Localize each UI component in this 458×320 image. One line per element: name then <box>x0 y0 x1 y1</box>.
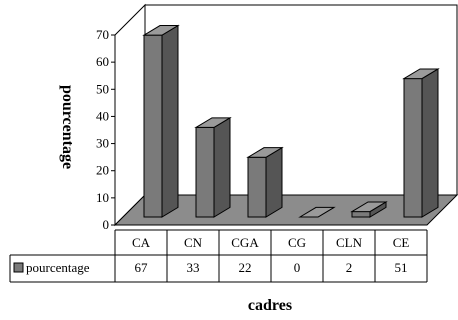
category-label: CG <box>288 235 306 250</box>
data-value-label: 33 <box>187 260 200 275</box>
bar-side <box>265 146 283 218</box>
y-tick-label: 0 <box>103 217 110 232</box>
y-tick-label: 50 <box>96 81 109 96</box>
bar-CA <box>142 24 180 218</box>
legend-row-label: pourcentage <box>26 260 90 275</box>
bars <box>142 24 440 218</box>
bar-CLN <box>350 201 388 218</box>
bar-CN <box>194 116 232 218</box>
bar-top <box>194 117 232 128</box>
y-tick-label: 30 <box>96 136 109 151</box>
category-label: CA <box>132 235 151 250</box>
data-value-label: 67 <box>135 260 149 275</box>
y-tick-label: 60 <box>96 54 109 69</box>
y-tick-label: 40 <box>96 108 109 123</box>
x-axis-label: cadres <box>248 297 292 314</box>
category-label: CGA <box>231 235 259 250</box>
bar-side <box>421 68 439 218</box>
bar-side <box>161 24 179 218</box>
y-axis-label: pourcentage <box>59 85 76 169</box>
y-tick-label: 10 <box>96 190 109 205</box>
data-value-label: 2 <box>346 260 353 275</box>
bar-CGA <box>246 146 284 218</box>
bar-front <box>247 156 267 218</box>
data-value-label: 51 <box>395 260 408 275</box>
bar-side <box>213 116 231 218</box>
bar-CG <box>298 206 336 218</box>
category-label: CLN <box>336 235 363 250</box>
bar-top <box>298 206 336 218</box>
legend-swatch <box>13 262 24 273</box>
y-ticks: 0 10 20 30 40 50 60 70 <box>96 27 115 232</box>
bar-top <box>350 201 388 213</box>
bar-front <box>195 126 215 218</box>
side-wall <box>114 3 146 227</box>
bar-front <box>143 34 163 218</box>
data-value-label: 0 <box>294 260 301 275</box>
y-tick-label: 70 <box>96 27 109 42</box>
bar-top <box>142 25 180 36</box>
data-value-label: 22 <box>239 260 252 275</box>
bar-CE <box>402 68 440 218</box>
category-label: CN <box>184 235 203 250</box>
bar-front <box>403 78 423 218</box>
y-tick-label: 20 <box>96 163 109 178</box>
data-table: CA CN CGA CG CLN CE pourcentage 67 33 22 0 2 51 <box>9 229 428 283</box>
category-label: CE <box>393 235 410 250</box>
bar-front <box>351 211 371 218</box>
bar-top <box>246 147 284 158</box>
bar-top <box>402 68 440 80</box>
